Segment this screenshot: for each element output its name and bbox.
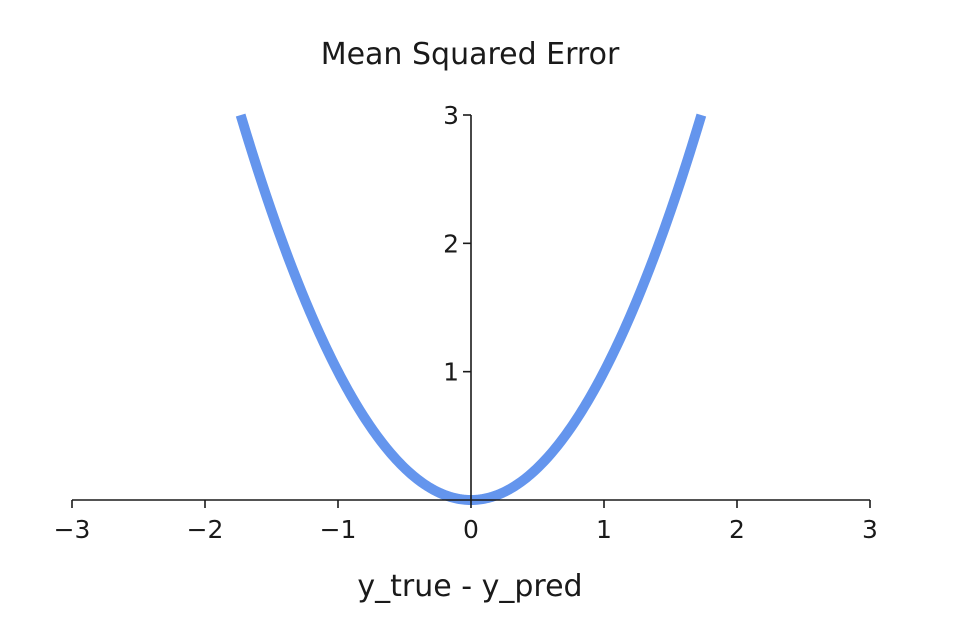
y-tick-label: 2 [443,229,459,258]
x-axis-label: y_true - y_pred [357,569,582,604]
y-tick-label: 1 [443,358,459,387]
y-tick-label: 3 [443,101,459,130]
x-tick-label: 1 [596,515,612,544]
x-tick-label: −3 [54,515,91,544]
x-tick-label: 0 [463,515,479,544]
x-axis-ticks: −3 −2 −1 0 1 2 3 [54,500,878,544]
x-tick-label: 2 [729,515,745,544]
chart-title: Mean Squared Error [321,37,620,72]
x-tick-label: −2 [187,515,224,544]
y-axis-ticks: 1 2 3 [443,101,471,387]
x-tick-label: −1 [320,515,357,544]
x-tick-label: 3 [862,515,878,544]
